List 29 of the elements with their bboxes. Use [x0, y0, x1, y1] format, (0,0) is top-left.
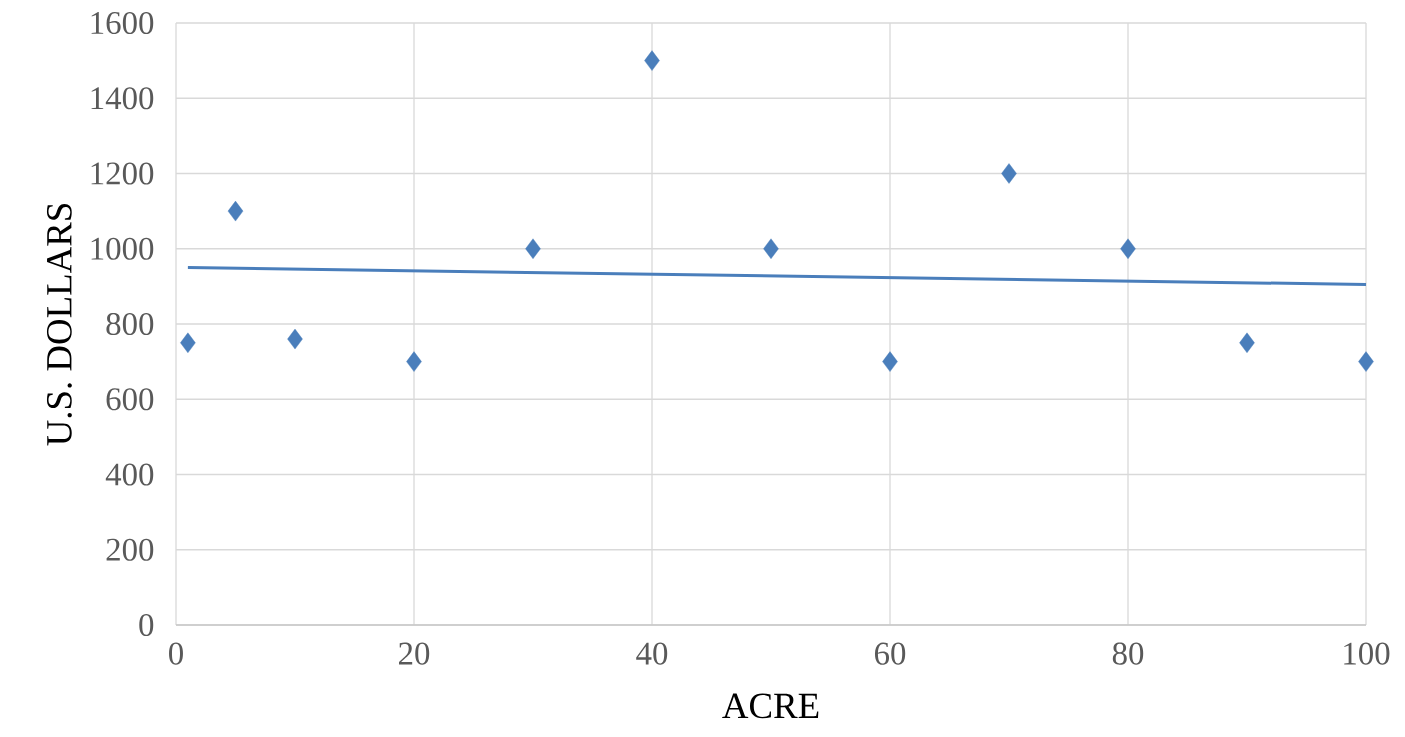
y-tick-label: 1600: [91, 11, 154, 35]
point: [763, 238, 779, 259]
point: [1001, 163, 1017, 184]
point: [180, 332, 196, 354]
x-tick-label: 100: [1344, 642, 1390, 665]
point: [644, 50, 660, 71]
point: [1239, 332, 1255, 354]
x-tick-label: 80: [1112, 642, 1144, 665]
y-tick-label: 600: [106, 388, 154, 411]
y-tick-label: 0: [139, 613, 154, 637]
point: [287, 328, 303, 350]
point: [525, 238, 541, 259]
y-tick-label: 400: [105, 463, 154, 486]
y-axis-title: U.S. DOLLARS: [46, 203, 72, 446]
point: [227, 200, 244, 222]
y-tick-label: 1200: [91, 162, 154, 185]
point: [406, 351, 422, 372]
y-tick-label: 200: [106, 538, 154, 561]
point: [1120, 238, 1136, 259]
x-tick-label: 60: [874, 642, 906, 665]
y-tick-label: 800: [106, 312, 154, 336]
x-tick-label: 20: [399, 642, 430, 665]
point: [882, 351, 898, 372]
x-tick-label: 0: [169, 642, 183, 665]
x-axis-title: ACRE: [722, 693, 819, 719]
y-tick-label: 1000: [91, 237, 154, 260]
point: [1358, 351, 1374, 372]
y-tick-label: 1400: [91, 87, 154, 110]
x-tick-label: 40: [636, 642, 668, 665]
